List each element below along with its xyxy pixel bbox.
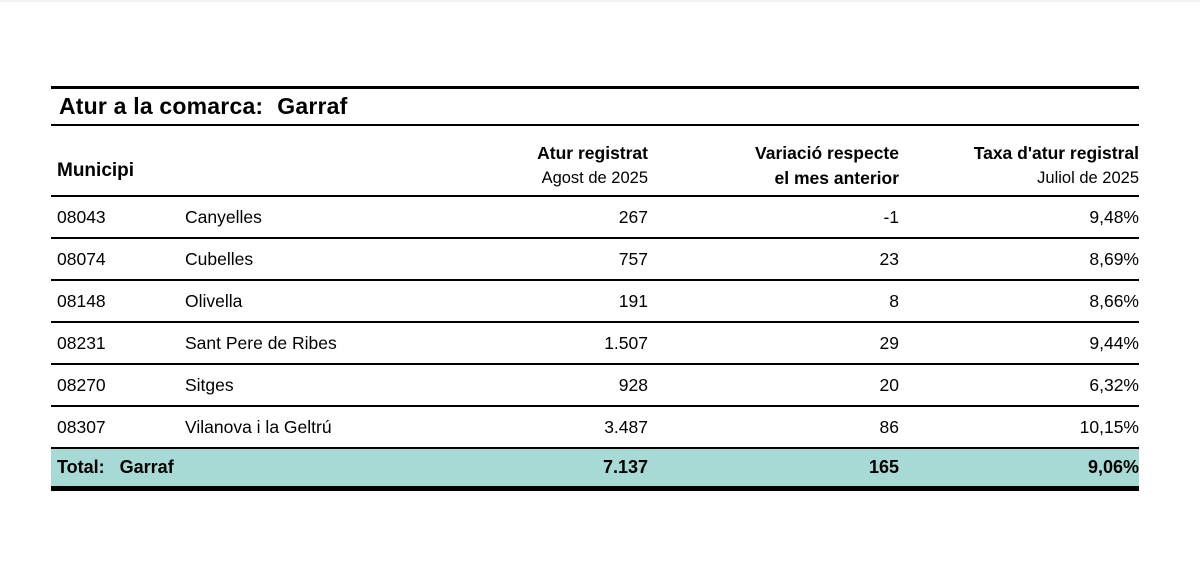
- taxa-atur-value: 9,44%: [1089, 333, 1139, 353]
- atur-registrat-value: 928: [618, 375, 648, 395]
- table-row-sitges: 08270 Sitges 928 20 6,32%: [51, 365, 1139, 407]
- column-header-variacio: Variació respecte el mes anterior: [648, 126, 899, 195]
- table-total-row: Total: Garraf 7.137 165 9,06%: [51, 449, 1139, 486]
- atur-registrat-value: 267: [618, 207, 648, 227]
- atur-registrat-value: 757: [618, 249, 648, 269]
- total-taxa-atur-value: 9,06%: [1087, 457, 1139, 477]
- variacio-value: 29: [879, 333, 899, 353]
- atur-registrat-value: 191: [618, 291, 648, 311]
- column-header-variacio-line2: el mes anterior: [774, 167, 900, 188]
- municipality-code: 08270: [57, 375, 106, 395]
- atur-registrat-value: 3.487: [604, 417, 648, 437]
- table-header-row: Municipi Atur registrat Agost de 2025 Va…: [51, 126, 1139, 195]
- municipality-name: Vilanova i la Geltrú: [185, 417, 332, 437]
- municipality-code: 08148: [57, 291, 106, 311]
- taxa-atur-value: 10,15%: [1079, 417, 1139, 437]
- report-title: Atur a la comarca: Garraf: [51, 89, 1139, 124]
- column-header-taxa: Taxa d'atur registral Juliol de 2025: [899, 126, 1139, 195]
- column-header-municipi: Municipi: [57, 160, 135, 181]
- table-row-olivella: 08148 Olivella 191 8 8,66%: [51, 281, 1139, 323]
- municipality-code: 08043: [57, 207, 106, 227]
- municipality-name: Canyelles: [185, 207, 262, 227]
- taxa-atur-value: 9,48%: [1089, 207, 1139, 227]
- column-header-atur-registrat: Atur registrat Agost de 2025: [448, 126, 648, 195]
- municipality-code: 08074: [57, 249, 106, 269]
- column-header-taxa-line1: Taxa d'atur registral: [973, 142, 1139, 163]
- variacio-value: 8: [889, 291, 899, 311]
- title-top-rule: [51, 86, 1139, 89]
- taxa-atur-value: 8,69%: [1089, 249, 1139, 269]
- title-bottom-rule: [51, 124, 1139, 126]
- atur-registrat-value: 1.507: [604, 333, 648, 353]
- column-header-atur-line1: Atur registrat: [537, 142, 648, 163]
- variacio-value: 23: [879, 249, 899, 269]
- report-title-label: Atur a la comarca:: [59, 93, 264, 119]
- table-row-cubelles: 08074 Cubelles 757 23 8,69%: [51, 239, 1139, 281]
- report-title-comarca: Garraf: [277, 93, 348, 119]
- column-header-variacio-line1: Variació respecte: [755, 142, 899, 163]
- total-label: Total:: [57, 457, 105, 477]
- column-header-taxa-line2: Juliol de 2025: [1037, 168, 1139, 187]
- municipality-name: Sant Pere de Ribes: [185, 333, 337, 353]
- table-row-vilanova-i-la-geltru: 08307 Vilanova i la Geltrú 3.487 86 10,1…: [51, 407, 1139, 449]
- taxa-atur-value: 6,32%: [1089, 375, 1139, 395]
- variacio-value: 20: [879, 375, 899, 395]
- total-comarca-name: Garraf: [119, 457, 174, 477]
- table-row-canyelles: 08043 Canyelles 267 -1 9,48%: [51, 197, 1139, 239]
- taxa-atur-value: 8,66%: [1089, 291, 1139, 311]
- municipality-name: Sitges: [185, 375, 234, 395]
- total-atur-registrat-value: 7.137: [602, 457, 648, 477]
- unemployment-report-table: Atur a la comarca: Garraf Municipi Atur …: [51, 86, 1139, 491]
- column-header-atur-line2: Agost de 2025: [541, 168, 648, 187]
- variacio-value: -1: [883, 207, 899, 227]
- municipality-name: Olivella: [185, 291, 243, 311]
- municipality-code: 08307: [57, 417, 106, 437]
- total-variacio-value: 165: [868, 457, 899, 477]
- header-bottom-rule: [51, 195, 1139, 197]
- page-top-hairline: [0, 0, 1200, 2]
- table-bottom-rule: [51, 486, 1139, 491]
- municipality-code: 08231: [57, 333, 106, 353]
- municipality-name: Cubelles: [185, 249, 254, 269]
- table-row-sant-pere-de-ribes: 08231 Sant Pere de Ribes 1.507 29 9,44%: [51, 323, 1139, 365]
- total-label-cell: Total: Garraf: [51, 449, 448, 486]
- variacio-value: 86: [879, 417, 899, 437]
